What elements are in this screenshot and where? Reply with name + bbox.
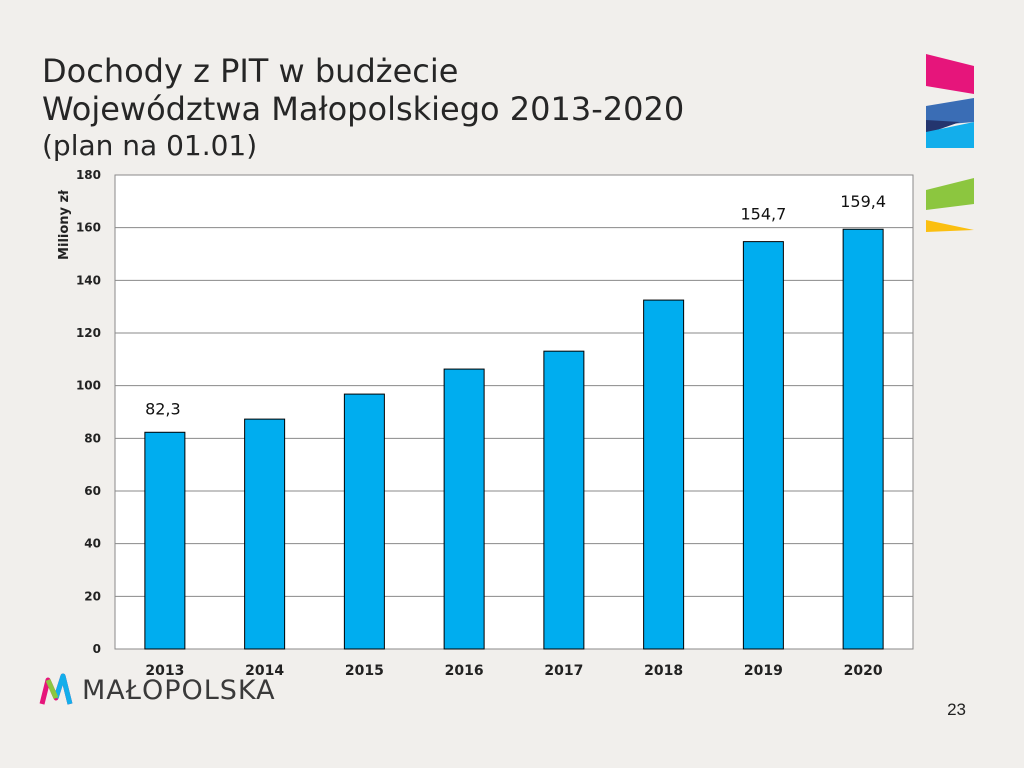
y-axis-label: Miliony zł [57,189,72,260]
pink-stripe [926,54,974,94]
y-tick-label: 180 [76,168,101,182]
bar-2015 [343,393,385,650]
malopolska-logo: MAŁOPOLSKA [38,672,276,708]
bars [144,228,884,650]
data-label: 82,3 [145,399,181,418]
y-tick-label: 0 [93,642,101,656]
brand-decoration-icon [926,54,974,232]
slide-title: Dochody z PIT w budżecie Województwa Mał… [42,52,684,164]
y-tick-label: 80 [84,431,101,445]
x-tick-label: 2019 [744,663,783,679]
x-tick-label: 2013 [145,663,184,679]
bar-2020 [842,228,884,650]
page-number: 23 [947,700,966,719]
x-axis-ticks: 2013 2014 2015 2016 2017 2018 2019 2020 [145,663,882,679]
yellow-stripe [926,220,974,232]
bar-2017 [543,350,585,650]
y-tick-label: 20 [84,589,101,603]
x-tick-label: 2018 [644,663,683,679]
data-label: 154,7 [740,205,786,224]
x-tick-label: 2017 [544,663,583,679]
y-tick-label: 60 [84,484,101,498]
title-line-1: Dochody z PIT w budżecie [42,52,459,90]
bar-2013 [144,431,186,650]
bar-2018 [643,299,685,650]
y-tick-label: 120 [76,326,101,340]
data-labels: 82,3 154,7 159,4 [145,192,886,418]
bar-2014 [244,418,286,650]
data-label: 159,4 [840,192,886,211]
title-line-2: Województwa Małopolskiego 2013-2020 [42,90,685,128]
x-tick-label: 2020 [844,663,883,679]
y-tick-label: 160 [76,221,101,235]
bar-2016 [443,368,485,650]
plot-area [115,175,913,649]
blue-stripe [926,98,974,126]
title-line-3: (plan na 01.01) [42,129,258,162]
y-tick-label: 140 [76,273,101,287]
green-stripe [926,178,974,210]
y-tick-label: 40 [84,537,101,551]
x-tick-label: 2016 [445,663,484,679]
bar-2019 [742,241,784,650]
x-tick-label: 2014 [245,663,284,679]
y-axis-ticks: 0 20 40 60 80 100 120 140 160 180 [76,168,101,656]
x-tick-label: 2015 [345,663,384,679]
cyan-stripe [926,122,974,148]
logo-wordmark: MAŁOPOLSKA [82,674,276,706]
malopolska-logo-icon [39,673,73,705]
plot-border [114,174,914,650]
y-tick-label: 100 [76,379,101,393]
